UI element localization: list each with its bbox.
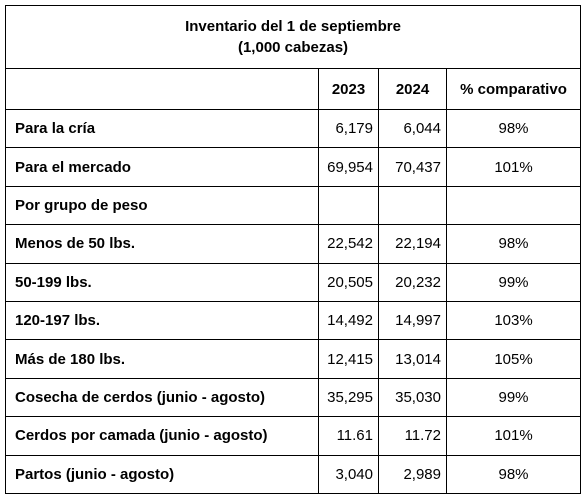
title-row: Inventario del 1 de septiembre (1,000 ca…: [4, 5, 582, 69]
table-row: Más de 180 lbs. 12,415 13,014 105%: [5, 339, 582, 379]
value-cell: 98%: [445, 454, 582, 494]
value-cell: 35,295: [318, 377, 379, 418]
value-cell: 6,044: [378, 108, 447, 149]
value-cell: 35,030: [378, 377, 447, 418]
title-line: Inventario del 1 de septiembre: [185, 18, 401, 35]
value-cell: 22,542: [318, 224, 379, 264]
row-label: Para el mercado: [5, 147, 319, 187]
value-cell: 98%: [445, 108, 582, 149]
value-cell: 11.72: [378, 416, 447, 456]
header-cell: [5, 68, 319, 110]
value-cell: 70,437: [378, 147, 447, 187]
table-row: Cosecha de cerdos (junio - agosto) 35,295…: [5, 377, 582, 418]
value-cell: 99%: [445, 262, 582, 302]
row-label: Por grupo de peso: [5, 185, 319, 226]
row-label: 120-197 lbs.: [5, 300, 319, 341]
row-label: Partos (junio - agosto): [5, 454, 319, 494]
row-label: Cerdos por camada (junio - agosto): [5, 416, 319, 456]
value-cell: 69,954: [318, 147, 379, 187]
value-cell: 3,040: [318, 454, 379, 494]
value-cell: 11.61: [318, 416, 379, 456]
value-cell: 101%: [445, 416, 582, 456]
header-cell: % comparativo: [445, 68, 582, 110]
table-row: 50-199 lbs. 20,505 20,232 99%: [5, 262, 582, 302]
value-cell: 14,997: [378, 300, 447, 341]
row-label: 50-199 lbs.: [5, 262, 319, 302]
table-row: Para el mercado 69,954 70,437 101%: [5, 147, 582, 187]
row-label: Para la cría: [5, 108, 319, 149]
table-row: Cerdos por camada (junio - agosto) 11.61 1…: [5, 416, 582, 456]
title-cell: Inventario del 1 de septiembre (1,000 ca…: [4, 5, 582, 69]
table-row: 120-197 lbs. 14,492 14,997 103%: [5, 300, 582, 341]
value-cell: 6,179: [318, 108, 379, 149]
table-row: Partos (junio - agosto) 3,040 2,989 98%: [5, 454, 582, 494]
value-cell: 13,014: [378, 339, 447, 379]
inventory-table: Inventario del 1 de septiembre (1,000 ca…: [4, 5, 582, 494]
value-cell: 2,989: [378, 454, 447, 494]
header-cell: 2023: [318, 68, 379, 110]
table-row: Para la cría 6,179 6,044 98%: [5, 108, 582, 149]
value-cell: 20,232: [378, 262, 447, 302]
header-cell: 2024: [378, 68, 447, 110]
title-line: (1,000 cabezas): [237, 39, 349, 56]
value-cell: 99%: [445, 377, 582, 418]
table-row: Menos de 50 lbs. 22,542 22,194 98%: [5, 224, 582, 264]
value-cell: 14,492: [318, 300, 379, 341]
header-row: 2023 2024 % comparativo: [5, 68, 582, 110]
row-label: Más de 180 lbs.: [5, 339, 319, 379]
value-cell: 101%: [445, 147, 582, 187]
row-label: Cosecha de cerdos (junio - agosto): [5, 377, 319, 418]
value-cell: 105%: [445, 339, 582, 379]
row-label: Menos de 50 lbs.: [5, 224, 319, 264]
value-cell: 98%: [445, 224, 582, 264]
value-cell: 12,415: [318, 339, 379, 379]
value-cell: [318, 185, 379, 226]
value-cell: [378, 185, 447, 226]
table-row: Por grupo de peso: [5, 185, 582, 226]
value-cell: [445, 185, 582, 226]
value-cell: 103%: [445, 300, 582, 341]
value-cell: 22,194: [378, 224, 447, 264]
value-cell: 20,505: [318, 262, 379, 302]
table-body: Inventario del 1 de septiembre (1,000 ca…: [4, 5, 582, 494]
